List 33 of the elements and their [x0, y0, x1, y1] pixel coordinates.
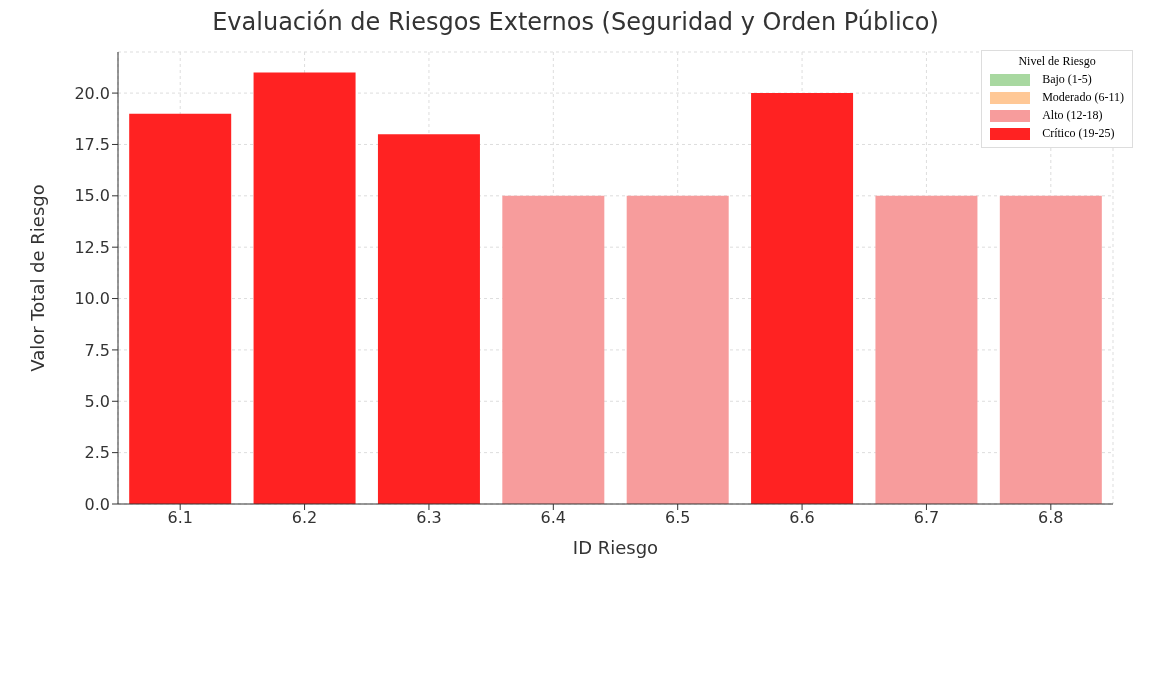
x-tick-label: 6.8	[1038, 508, 1064, 528]
bar	[626, 195, 729, 504]
x-tick-label: 6.4	[540, 508, 567, 528]
y-tick-label: 17.5	[74, 135, 110, 155]
bar	[129, 113, 232, 504]
legend-title: Nivel de Riesgo	[1017, 54, 1097, 69]
y-tick-label: 10.0	[74, 289, 110, 309]
y-tick-label: 7.5	[84, 340, 110, 360]
bar	[253, 72, 356, 504]
legend-label: Bajo (1-5)	[1042, 72, 1092, 87]
x-axis-title: ID Riesgo	[572, 537, 659, 558]
x-tick-label: 6.2	[291, 508, 318, 528]
y-tick-label: 12.5	[74, 237, 110, 257]
x-tick-label: 6.5	[664, 508, 691, 528]
y-tick-label: 0.0	[84, 494, 110, 514]
bar	[999, 195, 1102, 504]
y-axis-title: Valor Total de Riesgo	[27, 184, 49, 372]
y-tick-label: 15.0	[74, 186, 110, 206]
x-tick-label: 6.7	[913, 508, 940, 528]
legend-label: Moderado (6-11)	[1042, 90, 1124, 105]
x-tick-label: 6.1	[167, 508, 193, 528]
x-tick-label: 6.3	[416, 508, 442, 528]
bar	[502, 195, 605, 504]
legend-label: Alto (12-18)	[1042, 108, 1103, 123]
y-tick-label: 2.5	[84, 443, 110, 463]
x-tick-label: 6.6	[789, 508, 815, 528]
bar	[751, 93, 854, 504]
chart-title: Evaluación de Riesgos Externos (Seguridad y Orden Público)	[211, 8, 940, 38]
y-tick-label: 20.0	[74, 83, 110, 103]
bar	[377, 134, 480, 504]
bar	[875, 195, 978, 504]
legend-label: Crítico (19-25)	[1042, 126, 1115, 141]
y-tick-label: 5.0	[84, 391, 110, 411]
